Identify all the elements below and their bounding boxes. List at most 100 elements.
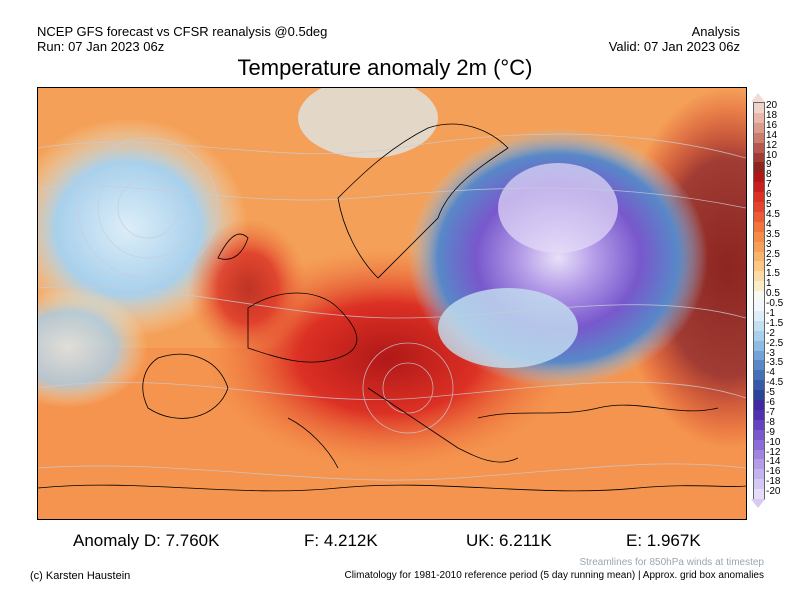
colorbar-swatch [754,400,764,411]
colorbar-tick-label: -10 [766,436,781,448]
colorbar-swatch [754,271,764,282]
colorbar-tick-label: -18 [766,476,781,488]
northwest-cool-anomaly [38,288,148,408]
colorbar-tick-label: 3.5 [766,228,780,240]
colorbar-swatch [754,241,764,252]
colorbar-tick-label: -3 [766,347,775,359]
colorbar-swatch [754,103,764,114]
colorbar-swatch [754,231,764,243]
colorbar-swatch [754,409,764,421]
colorbar-swatch [754,132,764,144]
colorbar-swatch [754,449,764,460]
colorbar-tick-label: 0.5 [766,288,780,300]
colorbar-tick-label: -5 [766,387,775,399]
colorbar-swatch [754,142,764,153]
colorbar-tick-label: 14 [766,129,778,141]
anomaly-f-stat: F: 4.212K [304,531,378,550]
colorbar-tick-label: -4.5 [766,377,784,389]
colorbar-swatch [754,340,764,351]
cold-anomaly-tongue [438,288,578,368]
colorbar-swatch [754,122,764,134]
colorbar-tick-label: 5 [766,199,772,210]
colorbar-tick-label: 7 [766,179,772,191]
colorbar-tick-label: 18 [766,109,778,121]
colorbar-swatch [754,350,764,361]
colorbar-swatch [754,112,764,124]
colorbar-tick-label: 20 [766,100,778,111]
colorbar-swatch [754,459,764,470]
colorbar-tick-label: 12 [766,139,778,151]
colorbar-swatch [754,429,764,441]
colorbar-tick-label: 10 [766,149,778,161]
model-line: NCEP GFS forecast vs CFSR reanalysis @0.… [37,24,328,39]
colorbar-swatch [754,320,764,332]
colorbar-tick-label: -4 [766,367,775,379]
anomaly-map [37,87,747,520]
colorbar-swatch [754,182,764,193]
colorbar-tick-label: -6 [766,397,775,408]
colorbar-swatch [754,469,764,480]
anomaly-e-stat: E: 1.967K [626,531,701,550]
colorbar-swatch [754,221,764,233]
colorbar-tick-label: -14 [766,456,781,468]
colorbar-swatch [754,261,764,272]
colorbar-swatch [754,439,764,450]
colorbar-tick-label: -20 [766,486,781,498]
colorbar-swatch [754,330,764,342]
colorbar-tick-label: 1 [766,278,772,290]
colorbar-tick-label: -2.5 [766,337,784,349]
colorbar-swatch [754,291,764,302]
anomaly-d-stat: Anomaly D: 7.760K [73,531,220,550]
colorbar-tick-label: -12 [766,446,781,458]
map-title: Temperature anomaly 2m (°C) [237,55,533,80]
colorbar-tick-label: 1.5 [766,268,780,280]
streamlines-note: Streamlines for 850hPa winds at timestep [579,557,764,568]
colorbar-tick-label: -8 [766,416,775,428]
iberia-warm-anomaly [188,218,308,358]
colorbar-tick-label: 4 [766,218,772,230]
colorbar-swatch [754,192,764,203]
colorbar-tick-label: -9 [766,426,775,438]
streamlines [38,133,746,481]
colorbar-tick-label: -1 [766,307,775,319]
colorbar-tick-label: -16 [766,466,781,478]
colorbar-tick-label: -0.5 [766,298,784,309]
colorbar-tick-label: 4.5 [766,208,780,220]
coastlines [38,123,746,492]
colorbar-swatch [754,172,764,183]
credit: (c) Karsten Haustein [30,570,131,582]
climatology-note: Climatology for 1981-2010 reference peri… [344,570,764,581]
colorbar-tick-label: 16 [766,119,778,131]
colorbar-swatch [754,419,764,431]
colorbar-tick-label: 3 [766,238,772,250]
colorbar-tick-label: -2 [766,327,775,339]
colorbar-swatch [754,251,764,262]
colorbar-swatch [754,202,764,213]
valid-line: Valid: 07 Jan 2023 06z [608,39,740,54]
colorbar-swatch [754,380,764,391]
colorbar-tick-label: 9 [766,159,772,171]
colorbar-tick-label: -1.5 [766,317,784,329]
colorbar-tick-label: 8 [766,169,772,181]
anomaly-uk-stat: UK: 6.211K [466,531,552,550]
analysis-label: Analysis [691,24,740,39]
colorbar-tick-label: -3.5 [766,357,784,369]
colorbar-swatch [754,162,764,173]
colorbar-swatch [754,310,764,322]
run-line: Run: 07 Jan 2023 06z [37,39,165,54]
colorbar-tick-label: -7 [766,406,775,418]
colorbar-top-arrow [751,93,765,102]
colorbar-swatch [754,360,764,371]
colorbar [753,102,765,500]
colorbar-swatch [754,301,764,312]
colorbar-swatch [754,211,764,223]
colorbar-swatch [754,370,764,381]
colorbar-swatch [754,479,764,490]
northeast-cool-patch [298,88,438,158]
colorbar-tick-label: 2 [766,258,772,270]
colorbar-bottom-arrow [751,499,765,508]
cold-anomaly-center [498,163,618,253]
colorbar-tick-label: 2.5 [766,248,780,260]
colorbar-swatch [754,489,764,500]
colorbar-swatch [754,390,764,401]
